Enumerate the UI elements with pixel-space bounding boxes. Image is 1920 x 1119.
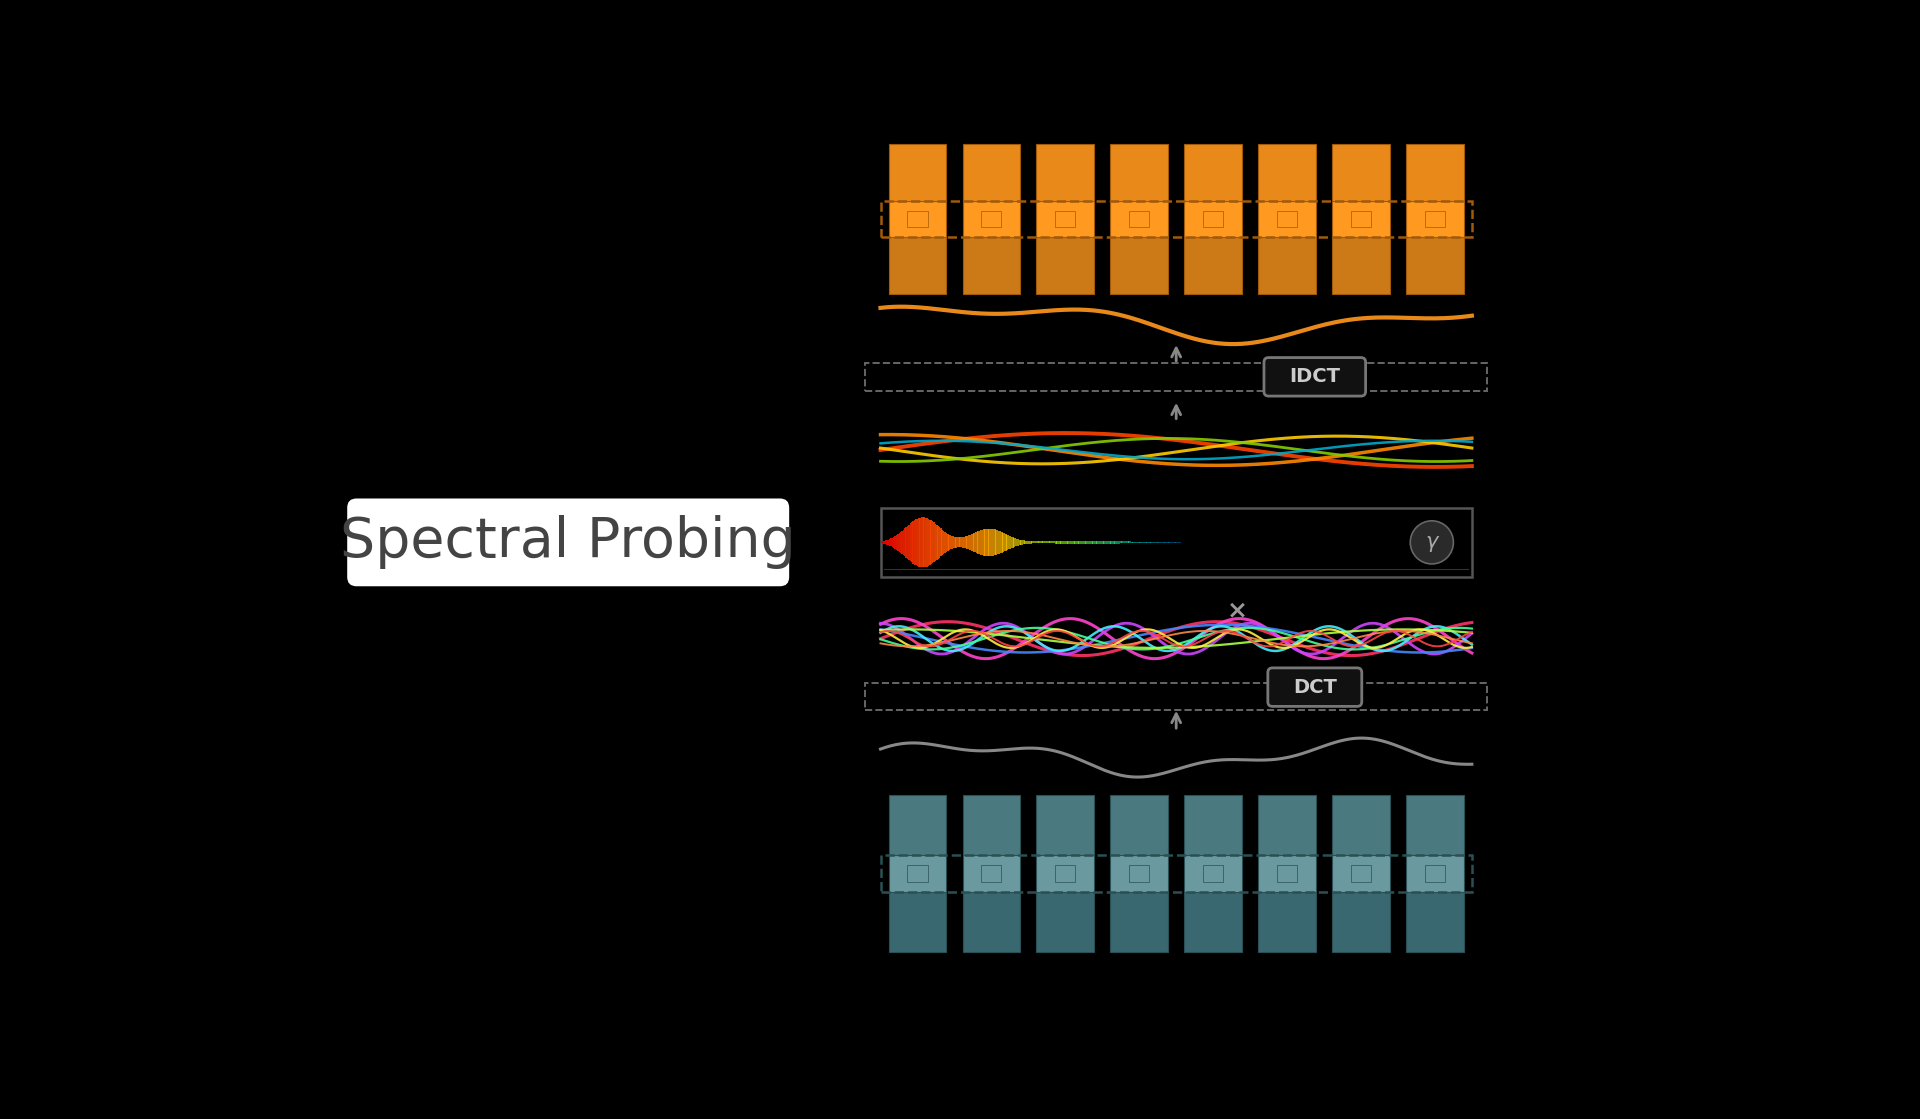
Bar	[1258, 201, 1315, 237]
Bar	[889, 855, 947, 893]
Bar	[1056, 865, 1075, 882]
Bar	[1110, 201, 1167, 237]
Bar	[889, 144, 947, 201]
Bar	[1204, 865, 1223, 882]
Bar	[1037, 794, 1094, 855]
Bar	[1405, 237, 1463, 294]
Bar	[1037, 237, 1094, 294]
Text: ×: ×	[1227, 599, 1248, 622]
Bar	[866, 683, 1488, 711]
Bar	[881, 855, 1473, 893]
Bar	[1277, 865, 1298, 882]
FancyBboxPatch shape	[1267, 668, 1361, 706]
Bar	[881, 201, 1473, 237]
Text: γ: γ	[1427, 533, 1438, 553]
Bar	[889, 893, 947, 952]
Circle shape	[1411, 520, 1453, 564]
Bar	[1332, 855, 1390, 893]
Bar	[962, 794, 1020, 855]
Bar	[908, 865, 927, 882]
Bar	[1332, 237, 1390, 294]
Bar	[1258, 237, 1315, 294]
Bar	[1405, 893, 1463, 952]
Bar	[1185, 144, 1242, 201]
Bar	[1129, 865, 1150, 882]
Bar	[1425, 210, 1446, 227]
Bar	[1110, 893, 1167, 952]
Bar	[1037, 201, 1094, 237]
Bar	[962, 237, 1020, 294]
Bar	[1405, 855, 1463, 893]
FancyBboxPatch shape	[1263, 358, 1365, 396]
Bar	[1110, 237, 1167, 294]
Bar	[1258, 144, 1315, 201]
Bar	[1332, 144, 1390, 201]
Bar	[908, 210, 927, 227]
Bar	[1332, 893, 1390, 952]
Bar	[962, 201, 1020, 237]
Text: DCT: DCT	[1292, 678, 1336, 697]
Bar	[962, 144, 1020, 201]
Bar	[1110, 855, 1167, 893]
Bar	[1110, 144, 1167, 201]
Bar	[1110, 794, 1167, 855]
Text: Spectral Probing: Spectral Probing	[340, 516, 797, 570]
Text: IDCT: IDCT	[1290, 367, 1340, 386]
Bar	[1277, 210, 1298, 227]
Bar	[981, 210, 1002, 227]
Bar	[981, 865, 1002, 882]
Bar	[1204, 210, 1223, 227]
Bar	[1037, 893, 1094, 952]
Bar	[1258, 794, 1315, 855]
Bar	[1352, 865, 1371, 882]
Bar	[1332, 201, 1390, 237]
Bar	[1258, 893, 1315, 952]
Bar	[1056, 210, 1075, 227]
Bar	[1185, 893, 1242, 952]
Bar	[1352, 210, 1371, 227]
Bar	[881, 508, 1473, 577]
Bar	[1405, 201, 1463, 237]
Bar	[866, 363, 1488, 391]
Bar	[889, 237, 947, 294]
Bar	[1405, 144, 1463, 201]
Bar	[889, 794, 947, 855]
Bar	[1258, 855, 1315, 893]
Bar	[889, 201, 947, 237]
Bar	[1425, 865, 1446, 882]
Bar	[1129, 210, 1150, 227]
Bar	[1185, 237, 1242, 294]
Bar	[1037, 144, 1094, 201]
Bar	[962, 893, 1020, 952]
Bar	[1185, 201, 1242, 237]
Bar	[1185, 855, 1242, 893]
Bar	[1332, 794, 1390, 855]
Bar	[1405, 794, 1463, 855]
Bar	[962, 855, 1020, 893]
FancyBboxPatch shape	[348, 498, 789, 586]
Bar	[1185, 794, 1242, 855]
Bar	[1037, 855, 1094, 893]
